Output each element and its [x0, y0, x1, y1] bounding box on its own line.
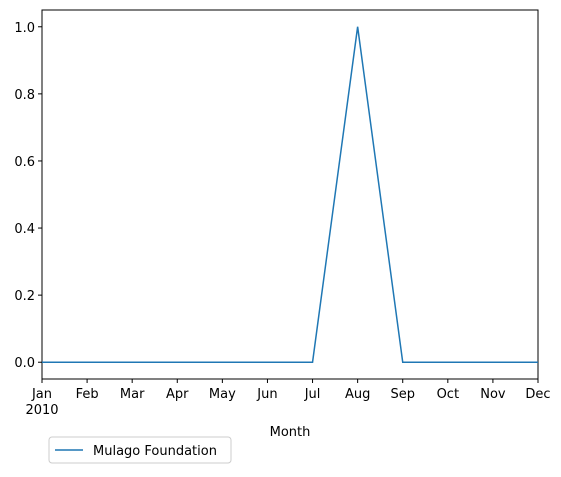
x-tick-label: Jun [256, 387, 277, 402]
x-tick-label: Dec [525, 387, 550, 402]
x-tick-label: Jan 2010 [25, 387, 58, 418]
line [42, 26, 538, 363]
x-tick-label: Oct [437, 387, 459, 402]
y-tick-label: 0.8 [14, 88, 35, 103]
x-axis-label: Month [270, 425, 311, 440]
y-tick-label: 0.0 [14, 356, 35, 371]
legend-label: Mulago Foundation [93, 444, 217, 459]
plot-frame [41, 9, 539, 380]
y-tick-label: 0.2 [14, 289, 35, 304]
y-tick-label: 1.0 [14, 21, 35, 36]
x-tick-label: Mar [120, 387, 145, 402]
x-tick-label: May [209, 387, 236, 402]
y-tick-label: 0.4 [14, 222, 35, 237]
x-tick-label: Apr [166, 387, 189, 402]
x-tick-label: Aug [345, 387, 370, 402]
y-tick-label: 0.6 [14, 155, 35, 170]
legend-box [48, 436, 232, 464]
x-tick-label: Jul [304, 387, 321, 402]
x-tick-label: Sep [390, 387, 415, 402]
x-tick-label: Feb [76, 387, 99, 402]
x-tick-label: Nov [480, 387, 506, 402]
